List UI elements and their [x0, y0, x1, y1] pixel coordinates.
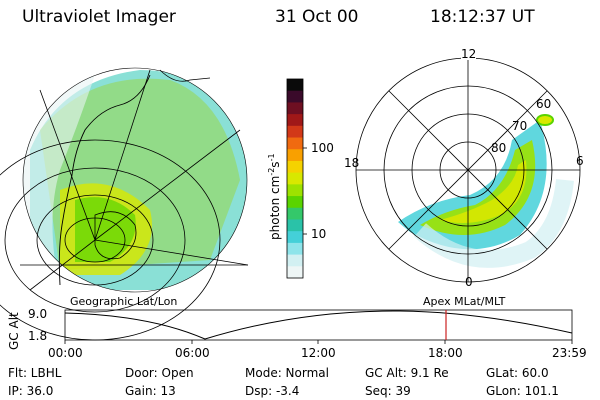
timeline-xtick-1200: 12:00	[301, 346, 336, 360]
colorbar-tick-100: 100	[311, 141, 334, 155]
lat-label-70: 70	[512, 119, 528, 133]
colorbar-swatch	[287, 102, 303, 115]
timeline-axis-label: GC Alt	[7, 312, 21, 350]
colorbar-swatch	[287, 172, 303, 185]
colorbar-swatch	[287, 137, 303, 150]
colorbar-swatch	[287, 196, 303, 209]
colorbar-swatch	[287, 160, 303, 174]
info-ip: IP: 36.0	[8, 384, 54, 398]
colorbar-swatch	[287, 254, 303, 267]
info-glat: GLat: 60.0	[486, 366, 549, 380]
mlt-label-12: 12	[461, 47, 477, 61]
geographic-caption: Geographic Lat/Lon	[70, 295, 178, 308]
magnetic-polar-plot	[355, 57, 581, 283]
colorbar-swatch	[287, 219, 303, 232]
timeline-xtick-0600: 06:00	[175, 346, 210, 360]
lat-label-80: 80	[491, 141, 507, 155]
colorbar-swatch	[287, 149, 303, 162]
timeline-xtick-0000: 00:00	[48, 346, 83, 360]
colorbar-unit-mid: s	[268, 161, 282, 168]
colorbar-tick-10: 10	[311, 227, 327, 241]
timeline-ytick-min: 1.8	[28, 329, 48, 343]
timeline-ytick-max: 9.0	[28, 307, 48, 321]
info-glon: GLon: 101.1	[486, 384, 559, 398]
lat-label-60: 60	[536, 97, 552, 111]
info-dsp: Dsp: -3.4	[245, 384, 300, 398]
colorbar-swatch	[287, 184, 303, 197]
colorbar-swatch	[287, 242, 303, 256]
colorbar-swatch	[287, 125, 303, 139]
colorbar-unit-label: photon cm-2s-1	[267, 153, 282, 240]
instrument-title: Ultraviolet Imager	[22, 7, 176, 27]
colorbar-swatch	[287, 79, 303, 92]
timeline-xtick-1800: 18:00	[428, 346, 463, 360]
colorbar-unit-sup1: -2	[267, 167, 276, 176]
colorbar	[287, 79, 303, 279]
colorbar-swatch	[287, 266, 303, 279]
mlt-label-6: 6	[576, 154, 584, 168]
colorbar-unit-text: photon cm	[268, 175, 282, 240]
colorbar-swatch	[287, 90, 303, 103]
colorbar-swatch	[287, 207, 303, 220]
info-mode: Mode: Normal	[245, 366, 329, 380]
mlt-label-0: 0	[465, 275, 473, 289]
info-seq: Seq: 39	[365, 384, 411, 398]
colorbar-unit-sup2: -1	[267, 153, 276, 162]
timeline-xtick-2359: 23:59	[552, 346, 587, 360]
date-label: 31 Oct 00	[275, 7, 359, 27]
mlt-label-18: 18	[344, 156, 360, 170]
orbit-timeline	[64, 309, 573, 344]
info-gc-altitude: GC Alt: 9.1 Re	[365, 366, 449, 380]
colorbar-swatch	[287, 114, 303, 127]
info-filter: Flt: LBHL	[8, 366, 62, 380]
info-door: Door: Open	[125, 366, 194, 380]
time-label: 18:12:37 UT	[430, 7, 535, 27]
info-gain: Gain: 13	[125, 384, 176, 398]
apex-caption: Apex MLat/MLT	[423, 295, 506, 308]
colorbar-swatch	[287, 231, 303, 244]
geographic-globe	[0, 67, 249, 341]
